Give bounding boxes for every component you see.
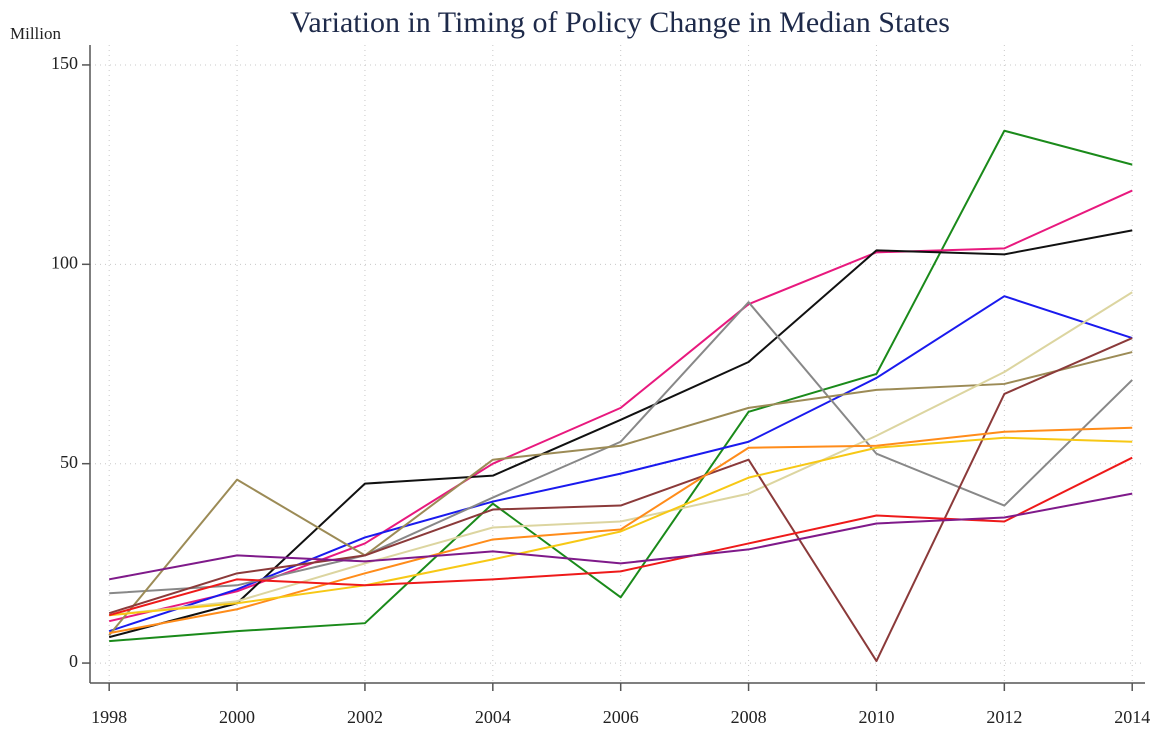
series-line: [108, 351, 1133, 636]
series-line: [109, 436, 1133, 617]
x-tick-label: 2002: [347, 707, 383, 727]
x-tick-label: 2008: [731, 707, 767, 727]
x-tick-label: 2014: [1114, 707, 1150, 727]
series-line: [108, 229, 1133, 639]
chart-title: Variation in Timing of Policy Change in …: [290, 6, 950, 39]
y-axis-label: Million: [10, 24, 62, 43]
y-tick-label: 0: [69, 651, 78, 671]
series-line: [108, 295, 1133, 633]
x-tick-label: 2010: [858, 707, 894, 727]
series-line: [109, 129, 1133, 643]
x-tick-label: 2012: [986, 707, 1022, 727]
series-line: [108, 337, 1133, 663]
series-line: [109, 301, 1133, 595]
x-tick-label: 2006: [603, 707, 639, 727]
y-tick-label: 150: [51, 53, 78, 73]
y-tick-label: 50: [60, 452, 78, 472]
x-tick-label: 2000: [219, 707, 255, 727]
x-tick-label: 2004: [475, 707, 511, 727]
series-line: [108, 492, 1133, 581]
x-tick-label: 1998: [91, 707, 127, 727]
series-line: [108, 456, 1133, 617]
y-tick-label: 100: [51, 252, 78, 272]
series-line: [109, 291, 1133, 617]
